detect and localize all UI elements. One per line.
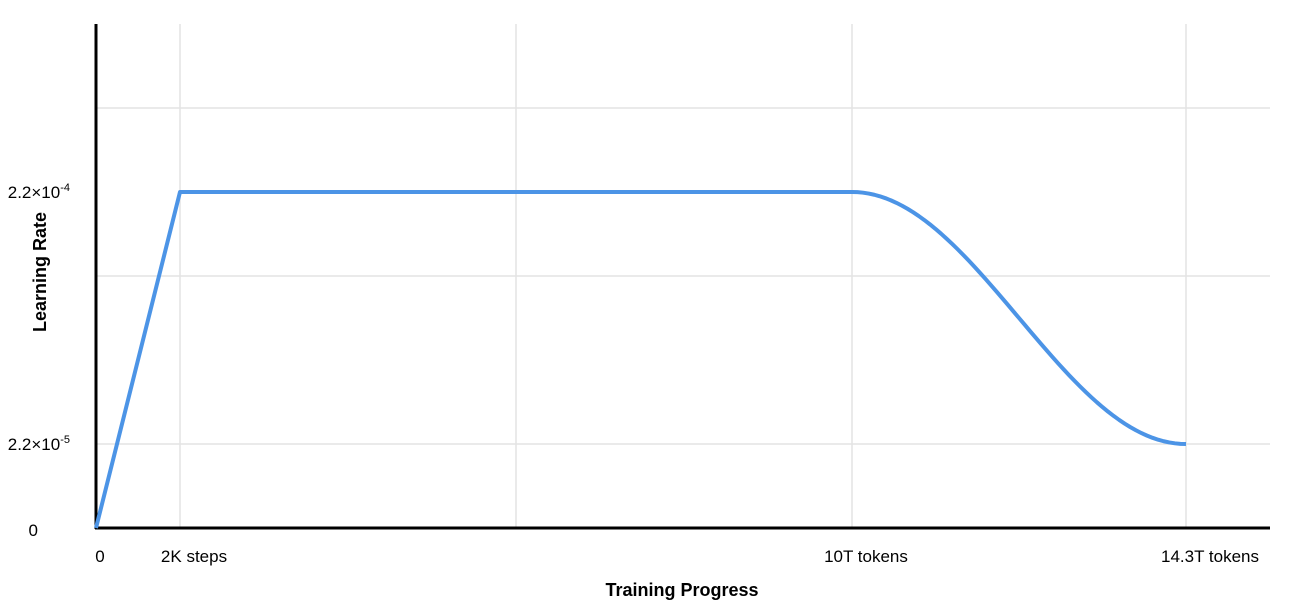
y-tick-labels: 02.2×10-52.2×10-4 — [8, 182, 70, 540]
y-tick-base: 2.2×10 — [8, 183, 60, 202]
x-tick-label: 2K steps — [161, 547, 227, 566]
y-tick-label: 0 — [29, 521, 38, 540]
y-axis-title: Learning Rate — [30, 212, 50, 332]
y-tick-exponent: -5 — [60, 434, 70, 446]
y-tick-label: 2.2×10-5 — [8, 434, 70, 454]
grid-lines — [96, 24, 1270, 528]
x-tick-labels: 0 2K steps 10T tokens 14.3T tokens — [95, 547, 1259, 566]
x-tick-label: 14.3T tokens — [1161, 547, 1259, 566]
y-tick-base: 2.2×10 — [8, 435, 60, 454]
x-tick-label: 0 — [95, 547, 104, 566]
axes — [94, 24, 1270, 530]
learning-rate-series-line — [94, 190, 1187, 529]
x-tick-label: 10T tokens — [824, 547, 908, 566]
y-tick-label: 2.2×10-4 — [8, 182, 70, 202]
x-axis-title: Training Progress — [605, 580, 758, 600]
y-tick-exponent: -4 — [60, 182, 70, 194]
